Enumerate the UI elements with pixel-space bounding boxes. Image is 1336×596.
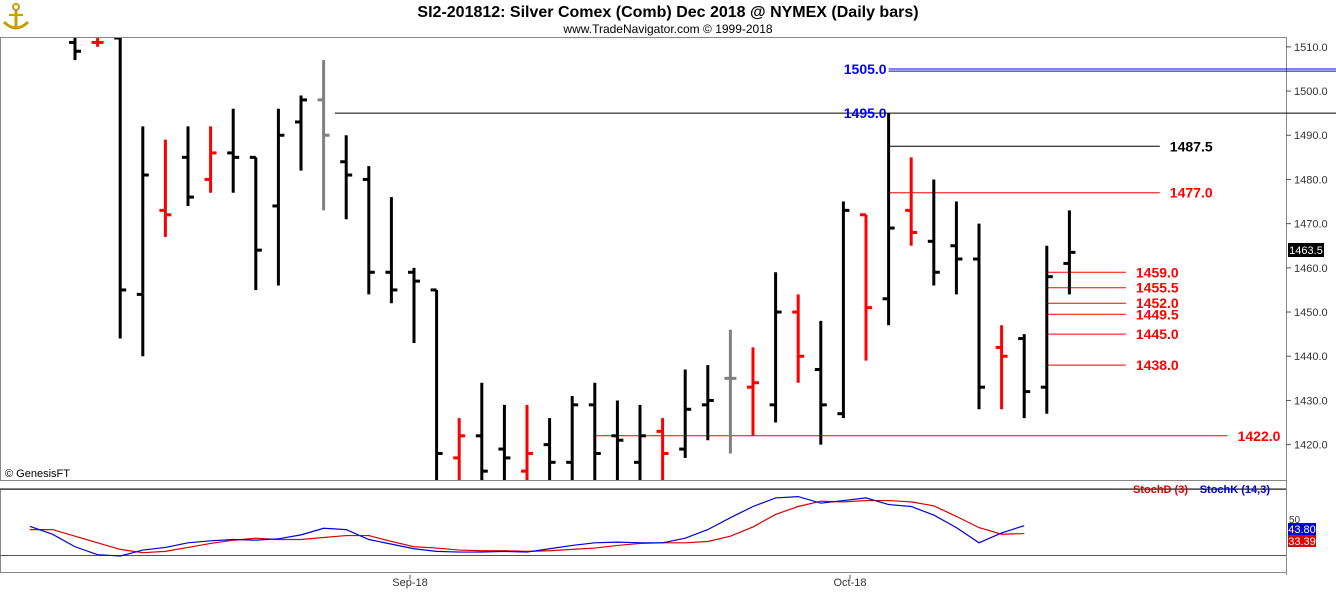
price-tick-label: 1470.0: [1294, 219, 1328, 231]
last-price-label: 1463.5: [1289, 245, 1323, 257]
stoch-line-k: [29, 495, 1025, 557]
stoch-line-d: [29, 499, 1025, 554]
ohlc-bar: [362, 166, 375, 295]
ohlc-bar: [814, 320, 827, 445]
ohlc-bar: [227, 108, 240, 193]
ohlc-bar: [295, 95, 307, 171]
price-axis-ticks: 1510.0 1500.0 1490.0 1480.0 1470.0 1460.0 1450…: [1286, 42, 1328, 452]
ohlc-bar: [1063, 210, 1076, 295]
level-label: 1449.5: [1136, 306, 1179, 322]
chart-title: SI2-201812: Silver Comex (Comb) Dec 2018…: [417, 4, 918, 21]
watermark: © GenesisFT: [5, 468, 70, 480]
ohlc-bar: [973, 223, 985, 410]
ohlc-bar: [249, 155, 262, 290]
price-tick-label: 1450.0: [1294, 307, 1328, 319]
ohlc-bar: [769, 272, 782, 423]
legend-stoch-d: StochD (3): [1133, 484, 1188, 496]
ohlc-bar: [634, 404, 646, 480]
ohlc-bar: [475, 382, 488, 480]
level-label: 1487.5: [1170, 138, 1213, 154]
stoch-panel-frame: [0, 488, 1287, 573]
ohlc-bar: [611, 400, 624, 480]
stoch-k-value-tag: [1288, 523, 1316, 535]
ohlc-bar: [588, 382, 601, 480]
ohlc-bar: [995, 325, 1008, 410]
date-tick-label: Sep-18: [392, 577, 427, 589]
level-label: 1477.0: [1170, 185, 1213, 201]
price-tick-label: 1420.0: [1294, 440, 1328, 452]
price-levels: 1505.01504.51495.01495.01487.51477.01459…: [334, 61, 1336, 444]
ohlc-bar: [91, 38, 104, 47]
ohlc-bar: [927, 179, 940, 286]
ohlc-bar: [724, 329, 737, 454]
ohlc-bar: [182, 126, 194, 206]
ohlc-bar: [656, 418, 669, 480]
ohlc-bar: [905, 157, 918, 246]
ohlc-bar: [408, 267, 420, 343]
legend-stoch-k: StochK (14,3): [1200, 484, 1271, 496]
ohlc-bar: [882, 113, 895, 326]
ohlc-bar: [272, 108, 285, 286]
ohlc-bar: [204, 126, 217, 193]
price-panel-frame: [0, 37, 1287, 481]
stoch-k-value: 43.80: [1288, 524, 1316, 536]
ohlc-bar: [430, 288, 443, 480]
level-label: 1452.0: [1136, 295, 1179, 311]
price-tick-label: 1430.0: [1294, 395, 1328, 407]
ohlc-bar: [114, 38, 127, 339]
ohlc-bar: [679, 369, 692, 458]
ohlc-bar: [340, 135, 353, 220]
ohlc-bar: [860, 213, 872, 361]
level-label: 1505.0: [844, 61, 887, 77]
ohlc-bar: [159, 139, 172, 237]
ohlc-bar: [747, 347, 759, 436]
ohlc-bar: [1018, 334, 1031, 419]
level-label: 1445.0: [1136, 326, 1179, 342]
price-tick-label: 1490.0: [1294, 130, 1328, 142]
ohlc-bar: [136, 126, 149, 357]
price-tick-label: 1510.0: [1294, 42, 1328, 54]
last-price-tag: [1288, 243, 1324, 257]
chart-subtitle: www.TradeNavigator.com © 1999-2018: [562, 22, 772, 36]
level-label: 1438.0: [1136, 357, 1179, 373]
price-tick-label: 1500.0: [1294, 86, 1328, 98]
ohlc-bar: [1040, 245, 1053, 414]
level-label: 1455.5: [1136, 280, 1179, 296]
price-tick-label: 1460.0: [1294, 263, 1328, 275]
stoch-axis-tick-50: 50: [1289, 515, 1301, 526]
ohlc-bar: [837, 201, 850, 419]
price-tick-label: 1440.0: [1294, 351, 1328, 363]
price-tick-label: 1480.0: [1294, 174, 1328, 186]
ohlc-bar: [453, 418, 466, 480]
stoch-d-value-tag: [1288, 535, 1316, 547]
ohlc-bars: [69, 38, 1076, 480]
anchor-icon: [2, 3, 30, 30]
date-axis-ticks: Sep-18 Oct-18: [392, 575, 867, 589]
level-label: 1422.0: [1238, 428, 1281, 444]
ohlc-bar: [317, 60, 330, 211]
ohlc-bar: [69, 38, 81, 61]
level-label: 1495.0: [844, 105, 887, 121]
ohlc-bar: [521, 404, 533, 480]
ohlc-bar: [792, 294, 805, 383]
ohlc-bar: [701, 365, 714, 441]
stoch-d-value: 33.39: [1288, 536, 1316, 548]
ohlc-bar: [566, 396, 579, 480]
date-tick-label: Oct-18: [833, 577, 866, 589]
stochastic-panel: [29, 495, 1025, 557]
ohlc-bar: [543, 418, 556, 480]
level-label: 1459.0: [1136, 264, 1179, 280]
ohlc-bar: [385, 197, 398, 304]
ohlc-bar: [950, 201, 963, 295]
ohlc-bar: [498, 404, 511, 480]
